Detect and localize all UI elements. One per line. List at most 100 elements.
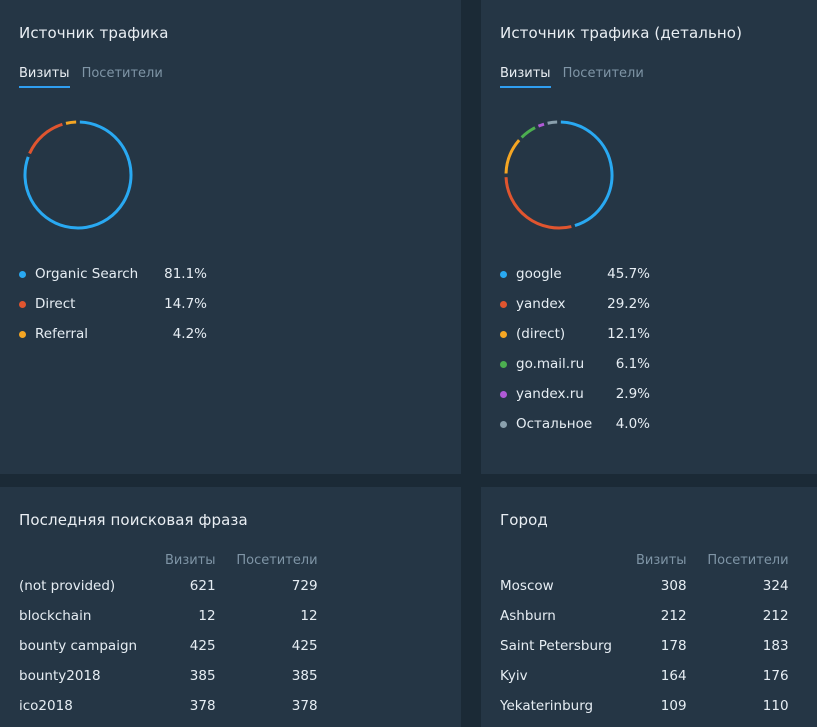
legend-value: 4.2% — [172, 326, 207, 342]
traffic-source-card: Источник трафика Визиты Посетители Organ… — [0, 0, 461, 474]
tab-bar: Визиты Посетители — [500, 66, 644, 88]
legend-color-dot — [19, 271, 26, 278]
traffic-detail-donut-chart — [504, 120, 614, 230]
card-title: Последняя поисковая фраза — [19, 511, 248, 529]
card-title: Источник трафика — [19, 24, 169, 42]
row-visits: 212 — [660, 608, 687, 624]
legend-value: 12.1% — [607, 326, 650, 342]
tab-visits[interactable]: Визиты — [19, 66, 70, 88]
row-label: Moscow — [500, 578, 554, 594]
row-visits: 178 — [660, 638, 687, 654]
table-row[interactable]: Yekaterinburg 109 110 — [500, 691, 789, 721]
row-label: bounty campaign — [19, 638, 138, 654]
column-header-visits[interactable]: Визиты — [636, 552, 687, 568]
legend-color-dot — [500, 421, 507, 428]
donut-slice-organic-search[interactable] — [23, 120, 133, 230]
table-row[interactable]: Kyiv 164 176 — [500, 661, 789, 691]
row-label: blockchain — [19, 608, 92, 624]
row-visits: 378 — [189, 698, 216, 714]
table-row[interactable]: blockchain 12 12 — [19, 601, 318, 631]
row-visits: 621 — [189, 578, 216, 594]
legend-color-dot — [19, 331, 26, 338]
donut-slice-go-mail-ru[interactable] — [520, 126, 536, 139]
row-label: Kyiv — [500, 668, 528, 684]
row-visitors: 425 — [291, 638, 318, 654]
legend-label: yandex — [516, 296, 566, 312]
legend-label: google — [516, 266, 562, 282]
row-visitors: 12 — [300, 608, 318, 624]
legend-label: Direct — [35, 296, 76, 312]
table-row[interactable]: bounty campaign 425 425 — [19, 631, 318, 661]
table-row[interactable]: Ashburn 212 212 — [500, 601, 789, 631]
legend-color-dot — [19, 301, 26, 308]
legend-label: yandex.ru — [516, 386, 584, 402]
row-visits: 308 — [660, 578, 687, 594]
legend-color-dot — [500, 271, 507, 278]
city-table: Визиты Посетители Moscow 308 324 Ashburn 212… — [500, 549, 789, 721]
legend-value: 45.7% — [607, 266, 650, 282]
tab-visitors[interactable]: Посетители — [81, 66, 163, 81]
legend-value: 6.1% — [615, 356, 650, 372]
legend-color-dot — [500, 391, 507, 398]
city-card: Город Визиты Посетители Moscow 308 324 Ashb… — [481, 487, 817, 727]
donut-slice-direct[interactable] — [28, 122, 63, 155]
donut-slice-остальное[interactable] — [547, 120, 558, 125]
row-visits: 109 — [660, 698, 687, 714]
row-visits: 12 — [198, 608, 216, 624]
tab-visits[interactable]: Визиты — [500, 66, 551, 88]
row-label: bounty2018 — [19, 668, 101, 684]
donut-slice-google[interactable] — [560, 120, 614, 227]
row-visitors: 183 — [762, 638, 789, 654]
row-visits: 425 — [189, 638, 216, 654]
donut-slice-direct[interactable] — [504, 139, 521, 174]
row-visitors: 378 — [291, 698, 318, 714]
row-label: Yekaterinburg — [500, 698, 594, 714]
donut-slice-referral[interactable] — [65, 120, 77, 125]
card-title: Источник трафика (детально) — [500, 24, 743, 42]
donut-slice-yandex-ru[interactable] — [537, 122, 545, 128]
row-visitors: 324 — [762, 578, 789, 594]
row-label: Ashburn — [500, 608, 556, 624]
table-row[interactable]: Saint Petersburg 178 183 — [500, 631, 789, 661]
row-visitors: 176 — [762, 668, 789, 684]
column-header-visitors[interactable]: Посетители — [236, 552, 318, 568]
search-phrase-table: Визиты Посетители (not provided) 621 729 bl… — [19, 549, 318, 721]
row-visits: 164 — [660, 668, 687, 684]
row-label: ico2018 — [19, 698, 73, 714]
column-header-visitors[interactable]: Посетители — [707, 552, 789, 568]
legend-label: go.mail.ru — [516, 356, 585, 372]
legend-color-dot — [500, 301, 507, 308]
tab-visitors[interactable]: Посетители — [562, 66, 644, 81]
legend-label: (direct) — [516, 326, 566, 342]
row-visitors: 385 — [291, 668, 318, 684]
card-title: Город — [500, 511, 548, 529]
legend-value: 2.9% — [615, 386, 650, 402]
column-header-visits[interactable]: Визиты — [165, 552, 216, 568]
table-row[interactable]: ico2018 378 378 — [19, 691, 318, 721]
table-row[interactable]: (not provided) 621 729 — [19, 571, 318, 601]
traffic-detail-card: Источник трафика (детально) Визиты Посет… — [481, 0, 817, 474]
donut-slice-yandex[interactable] — [504, 177, 572, 230]
row-visitors: 212 — [762, 608, 789, 624]
tab-bar: Визиты Посетители — [19, 66, 163, 88]
legend-value: 4.0% — [615, 416, 650, 432]
table-header: Визиты Посетители — [500, 549, 789, 571]
search-phrase-card: Последняя поисковая фраза Визиты Посетит… — [0, 487, 461, 727]
row-visits: 385 — [189, 668, 216, 684]
legend-value: 29.2% — [607, 296, 650, 312]
row-visitors: 110 — [762, 698, 789, 714]
legend-color-dot — [500, 331, 507, 338]
traffic-source-donut-chart — [23, 120, 133, 230]
legend-label: Organic Search — [35, 266, 139, 282]
legend-value: 81.1% — [164, 266, 207, 282]
row-label: Saint Petersburg — [500, 638, 612, 654]
table-row[interactable]: Moscow 308 324 — [500, 571, 789, 601]
legend-label: Referral — [35, 326, 89, 342]
row-label: (not provided) — [19, 578, 116, 594]
row-visitors: 729 — [291, 578, 318, 594]
legend-label: Остальное — [516, 416, 593, 432]
legend-color-dot — [500, 361, 507, 368]
table-header: Визиты Посетители — [19, 549, 318, 571]
table-row[interactable]: bounty2018 385 385 — [19, 661, 318, 691]
legend-value: 14.7% — [164, 296, 207, 312]
